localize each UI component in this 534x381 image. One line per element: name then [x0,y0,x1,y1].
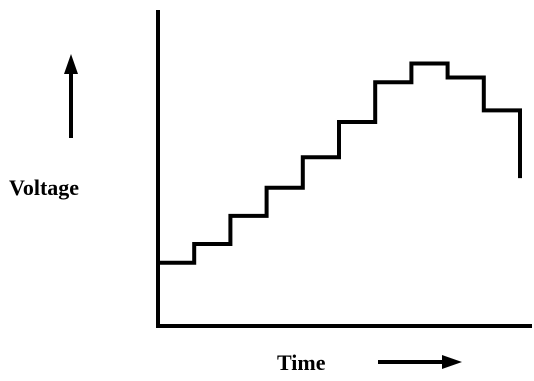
y-up-arrow-icon [64,54,78,138]
y-axis-label: Voltage [9,175,79,200]
x-right-arrow-icon [378,355,462,369]
voltage-step-series [158,61,522,265]
axes [156,10,532,328]
x-axis-label: Time [277,350,326,375]
